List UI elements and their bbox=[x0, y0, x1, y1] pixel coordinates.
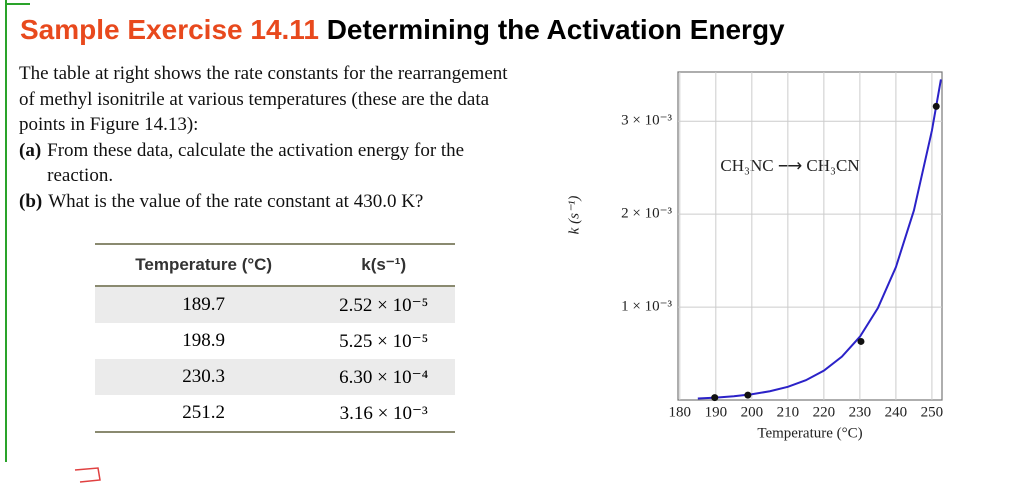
item-text: What is the value of the rate constant a… bbox=[48, 190, 424, 212]
x-tick-label: 230 bbox=[849, 404, 872, 420]
table-body: 189.7 2.52 × 10⁻⁵ 198.9 5.25 × 10⁻⁵ 230.3 6.3… bbox=[95, 286, 455, 433]
x-axis-label: Temperature (°C) bbox=[757, 425, 862, 441]
data-point bbox=[711, 394, 719, 402]
x-tick-label: 240 bbox=[885, 404, 908, 420]
x-tick-label: 220 bbox=[813, 404, 836, 420]
x-tick-label: 180 bbox=[669, 404, 692, 420]
curve bbox=[697, 79, 942, 400]
table-cell: 3.16 × 10⁻³ bbox=[312, 395, 455, 433]
y-tick-label: 1 × 10⁻³ bbox=[621, 299, 672, 315]
scribble bbox=[74, 467, 101, 483]
exercise-number: Sample Exercise 14.11 bbox=[20, 14, 319, 45]
annotation: CH₃NC ⟶ CH₃CN bbox=[720, 156, 859, 175]
table-cell: 198.9 bbox=[182, 330, 226, 351]
table-row: 198.9 5.25 × 10⁻⁵ bbox=[95, 323, 455, 359]
item-text: From these data, calculate the activatio… bbox=[47, 139, 465, 187]
x-tick-label: 250 bbox=[921, 404, 944, 420]
table-cell: 5.25 × 10⁻⁵ bbox=[339, 330, 429, 352]
y-axis-label: k (s⁻¹) bbox=[566, 196, 582, 235]
data-point bbox=[932, 102, 940, 110]
column-header: k(s⁻¹) bbox=[312, 243, 455, 287]
intro: The table at right shows the rate consta… bbox=[19, 63, 508, 135]
y-tick-label: 2 × 10⁻³ bbox=[621, 206, 672, 222]
table-cell: 189.7 bbox=[95, 286, 313, 323]
item: (a) From these data, calculate the activa… bbox=[19, 138, 519, 189]
table-row: 230.3 6.30 × 10⁻⁴ bbox=[95, 359, 455, 395]
x-tick-label: 200 bbox=[741, 404, 764, 420]
header-row: Temperature (°C) k(s⁻¹) bbox=[95, 243, 455, 287]
table-cell: 251.2 bbox=[95, 395, 313, 433]
table-cell: 2.52 × 10⁻⁵ bbox=[312, 286, 455, 323]
x-tick-label: 190 bbox=[705, 404, 728, 420]
table-cell: 6.30 × 10⁻⁴ bbox=[312, 359, 455, 395]
column-header: Temperature (°C) bbox=[95, 243, 313, 287]
item-label: (b) bbox=[19, 190, 43, 212]
data-table: Temperature (°C) k(s⁻¹) 189.7 2.52 × 10⁻⁵… bbox=[95, 243, 455, 433]
title-text: Determining the Activation Energy bbox=[326, 14, 785, 45]
title: Sample Exercise 14.11 Determining the Ac… bbox=[20, 14, 785, 46]
table-row: 251.2 3.16 × 10⁻³ bbox=[95, 395, 455, 433]
plot-frame bbox=[677, 71, 943, 401]
problem-text: The table at right shows the rate consta… bbox=[19, 61, 519, 214]
data-point bbox=[744, 391, 752, 399]
item: (b) What is the value of the rate constan… bbox=[19, 189, 519, 215]
table-row: 189.7 2.52 × 10⁻⁵ bbox=[95, 286, 455, 323]
y-tick-label: 3 × 10⁻³ bbox=[621, 113, 672, 129]
x-tick-label: 210 bbox=[777, 404, 800, 420]
item-label: (a) bbox=[19, 139, 42, 161]
table-cell: 230.3 bbox=[95, 359, 313, 395]
data-point bbox=[857, 337, 865, 345]
